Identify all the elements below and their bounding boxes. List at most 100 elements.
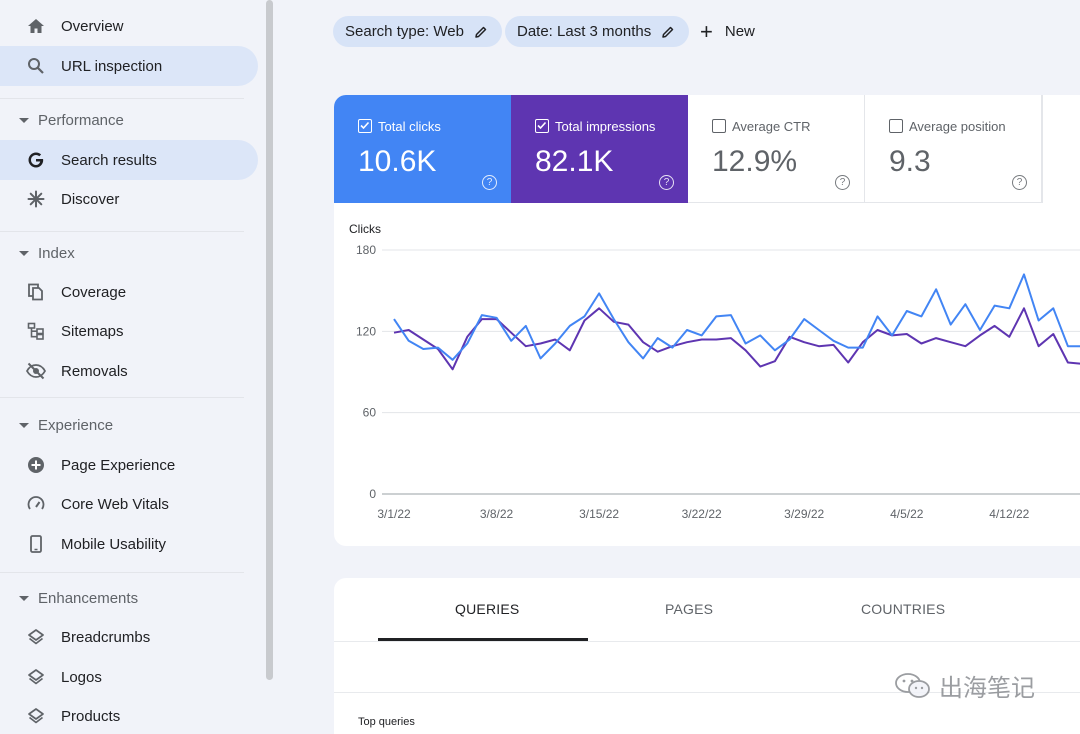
sidebar-scrollbar[interactable]	[266, 0, 273, 680]
layers-icon	[26, 627, 46, 647]
sidebar-item-label: Logos	[61, 668, 102, 686]
chip-label: Search type: Web	[345, 23, 464, 40]
sidebar-divider	[0, 231, 244, 232]
metric-label: Total clicks	[378, 119, 441, 134]
sidebar-item-sitemaps[interactable]: Sitemaps	[0, 311, 258, 351]
metric-label: Average CTR	[732, 119, 811, 134]
date-filter-chip[interactable]: Date: Last 3 months	[505, 16, 690, 47]
new-filter-button[interactable]: + New	[700, 16, 755, 47]
y-axis-label: Clicks	[349, 222, 381, 236]
metric-average-position[interactable]: Average position 9.3 ?	[865, 95, 1042, 203]
sidebar-item-coverage[interactable]: Coverage	[0, 272, 258, 312]
sidebar: Overview URL inspection Performance Sear…	[0, 0, 266, 734]
checkbox-unchecked-icon[interactable]	[712, 119, 726, 133]
performance-card: Total clicks 10.6K ? Total impressions 8…	[334, 95, 1080, 546]
metric-total-impressions[interactable]: Total impressions 82.1K ?	[511, 95, 688, 203]
caret-down-icon	[19, 117, 29, 123]
section-label: Enhancements	[38, 589, 139, 607]
sidebar-item-label: Overview	[61, 17, 124, 35]
sidebar-item-mobile-usability[interactable]: Mobile Usability	[0, 524, 258, 564]
y-tick-label: 60	[363, 406, 377, 420]
performance-chart[interactable]: Clicks 0 60 120 180 3/1/22 3/8/22 3/15/22 3/22/2…	[334, 221, 1080, 531]
sidebar-item-label: Removals	[61, 362, 128, 380]
metric-total-clicks[interactable]: Total clicks 10.6K ?	[334, 95, 511, 203]
sidebar-item-products[interactable]: Products	[0, 696, 258, 734]
layers-icon	[26, 706, 46, 726]
sidebar-item-search-results[interactable]: Search results	[0, 140, 258, 180]
sidebar-item-label: Search results	[61, 151, 157, 169]
sidebar-item-label: Core Web Vitals	[61, 495, 169, 513]
x-tick-label: 4/12/22	[989, 507, 1029, 521]
tabs-divider	[334, 641, 1080, 642]
caret-down-icon	[19, 250, 29, 256]
sidebar-item-label: URL inspection	[61, 57, 163, 75]
home-icon	[26, 16, 46, 36]
x-tick-label: 3/15/22	[579, 507, 619, 521]
series-line	[393, 273, 1080, 361]
help-icon[interactable]: ?	[835, 175, 850, 190]
chip-label: Date: Last 3 months	[517, 23, 652, 40]
sidebar-item-label: Coverage	[61, 283, 127, 301]
sidebar-item-label: Sitemaps	[61, 322, 124, 340]
metric-label: Total impressions	[555, 119, 656, 134]
sidebar-item-label: Discover	[61, 190, 120, 208]
sidebar-item-overview[interactable]: Overview	[0, 6, 258, 46]
tab-queries[interactable]: QUERIES	[455, 601, 520, 617]
watermark: 出海笔记	[893, 668, 1035, 703]
checkbox-checked-icon[interactable]	[535, 119, 549, 133]
caret-down-icon	[19, 595, 29, 601]
x-tick-label: 3/1/22	[377, 507, 411, 521]
sidebar-item-discover[interactable]: Discover	[0, 179, 258, 219]
y-tick-label: 0	[369, 487, 376, 501]
sidebar-item-logos[interactable]: Logos	[0, 657, 258, 697]
metric-value: 82.1K	[535, 145, 614, 178]
watermark-text: 出海笔记	[939, 675, 1035, 702]
sidebar-item-removals[interactable]: Removals	[0, 351, 258, 391]
new-button-label: New	[724, 23, 755, 40]
visibility-off-icon	[26, 361, 46, 381]
sidebar-item-label: Products	[61, 707, 121, 725]
asterisk-icon	[26, 189, 46, 209]
add-circle-icon	[26, 455, 46, 475]
metric-value: 12.9%	[712, 145, 798, 178]
table-column-header: Top queries	[358, 716, 415, 728]
tab-pages[interactable]: PAGES	[665, 601, 714, 617]
section-label: Experience	[38, 416, 114, 434]
help-icon[interactable]: ?	[482, 175, 497, 190]
search-type-filter-chip[interactable]: Search type: Web	[333, 16, 502, 47]
chart-svg: Clicks 0 60 120 180 3/1/22 3/8/22 3/15/22 3/22/2…	[349, 222, 1080, 521]
help-icon[interactable]: ?	[659, 175, 674, 190]
smartphone-icon	[26, 534, 46, 554]
sidebar-divider	[0, 572, 244, 573]
metric-value: 9.3	[889, 145, 931, 178]
plus-icon: +	[700, 18, 713, 44]
sidebar-divider	[0, 397, 244, 398]
sidebar-item-label: Mobile Usability	[61, 535, 167, 553]
sidebar-item-label: Page Experience	[61, 456, 176, 474]
metric-value: 10.6K	[358, 145, 437, 178]
sidebar-item-label: Breadcrumbs	[61, 628, 151, 646]
sidebar-divider	[0, 98, 244, 99]
x-tick-label: 3/22/22	[682, 507, 722, 521]
wechat-icon	[895, 672, 930, 698]
checkbox-unchecked-icon[interactable]	[889, 119, 903, 133]
checkbox-checked-icon[interactable]	[358, 119, 372, 133]
help-icon[interactable]: ?	[1012, 175, 1027, 190]
search-icon	[26, 56, 46, 76]
section-label: Performance	[38, 111, 124, 129]
copy-pages-icon	[26, 282, 46, 302]
y-tick-label: 180	[356, 243, 376, 257]
sidebar-item-core-web-vitals[interactable]: Core Web Vitals	[0, 484, 258, 524]
report-tabs-card: QUERIES PAGES COUNTRIES Top queries	[334, 578, 1080, 734]
tab-countries[interactable]: COUNTRIES	[861, 601, 946, 617]
edit-pencil-icon	[475, 26, 487, 38]
section-label: Index	[38, 244, 75, 262]
active-tab-indicator	[378, 638, 588, 641]
y-tick-label: 120	[356, 324, 376, 338]
sidebar-item-url-inspection[interactable]: URL inspection	[0, 46, 258, 86]
metric-label: Average position	[909, 119, 1006, 134]
metric-average-ctr[interactable]: Average CTR 12.9% ?	[688, 95, 865, 203]
sidebar-item-page-experience[interactable]: Page Experience	[0, 445, 258, 485]
sidebar-item-breadcrumbs[interactable]: Breadcrumbs	[0, 617, 258, 657]
series-line	[393, 307, 1080, 371]
